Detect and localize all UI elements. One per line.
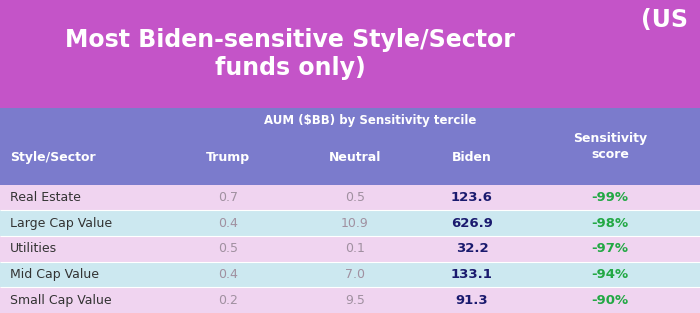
Text: AUM ($BB) by Sensitivity tercile: AUM ($BB) by Sensitivity tercile — [264, 114, 476, 127]
Text: 0.5: 0.5 — [345, 191, 365, 204]
Text: (US: (US — [641, 8, 688, 32]
Bar — [0, 185, 700, 210]
Text: 10.9: 10.9 — [341, 217, 369, 230]
Text: 123.6: 123.6 — [451, 191, 493, 204]
Text: Trump: Trump — [206, 151, 250, 164]
Text: -99%: -99% — [592, 191, 629, 204]
Text: 0.5: 0.5 — [218, 242, 238, 255]
Text: -94%: -94% — [592, 268, 629, 281]
Text: 91.3: 91.3 — [456, 294, 489, 307]
Text: funds only): funds only) — [215, 56, 365, 80]
Bar — [0, 0, 700, 108]
Text: Real Estate: Real Estate — [10, 191, 81, 204]
Text: 133.1: 133.1 — [451, 268, 493, 281]
Bar — [0, 262, 700, 287]
Text: Utilities: Utilities — [10, 242, 57, 255]
Text: Large Cap Value: Large Cap Value — [10, 217, 112, 230]
Bar — [0, 236, 700, 262]
Text: Most Biden-sensitive Style/Sector: Most Biden-sensitive Style/Sector — [65, 28, 515, 52]
Bar — [0, 210, 700, 236]
Text: Style/Sector: Style/Sector — [10, 151, 96, 164]
Text: Mid Cap Value: Mid Cap Value — [10, 268, 99, 281]
Text: 626.9: 626.9 — [451, 217, 493, 230]
Text: Neutral: Neutral — [329, 151, 382, 164]
Text: 9.5: 9.5 — [345, 294, 365, 307]
Text: 32.2: 32.2 — [456, 242, 489, 255]
Text: -97%: -97% — [592, 242, 629, 255]
Text: Small Cap Value: Small Cap Value — [10, 294, 111, 307]
Text: 7.0: 7.0 — [345, 268, 365, 281]
Text: Sensitivity
score: Sensitivity score — [573, 132, 647, 161]
Text: -98%: -98% — [592, 217, 629, 230]
Bar — [0, 287, 700, 313]
Text: -90%: -90% — [592, 294, 629, 307]
Text: 0.4: 0.4 — [218, 217, 238, 230]
Text: 0.2: 0.2 — [218, 294, 238, 307]
Text: Biden: Biden — [452, 151, 492, 164]
Text: 0.7: 0.7 — [218, 191, 238, 204]
Text: 0.1: 0.1 — [345, 242, 365, 255]
Bar — [0, 108, 700, 185]
Text: 0.4: 0.4 — [218, 268, 238, 281]
